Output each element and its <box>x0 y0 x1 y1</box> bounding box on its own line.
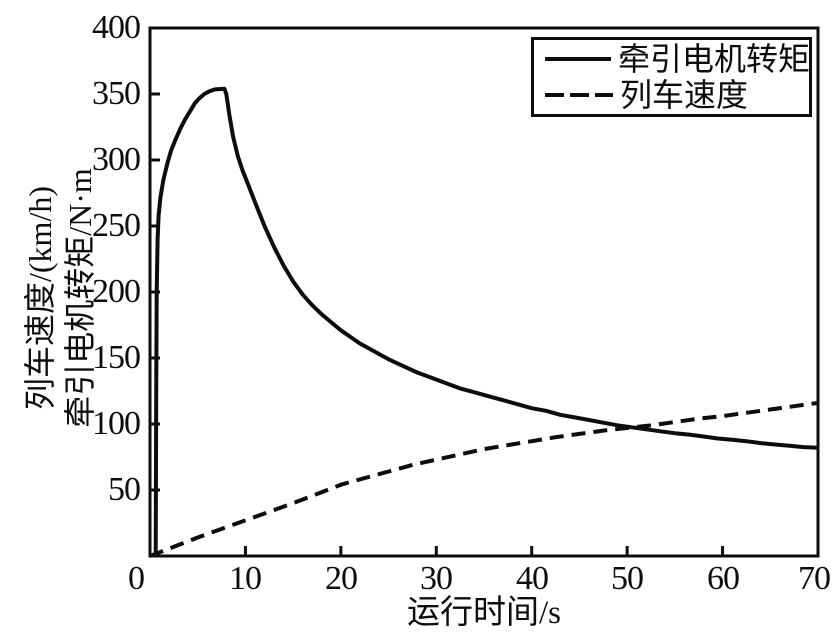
y-tick-label-250: 250 <box>92 207 141 244</box>
x-axis-label: 运行时间/s <box>406 595 561 631</box>
legend-solid-line-icon <box>545 56 611 61</box>
legend-label-speed: 列车速度 <box>620 77 749 114</box>
x-tick-label-30: 30 <box>420 560 453 597</box>
x-tick-label-40: 40 <box>516 560 549 597</box>
legend-entry-speed: 列车速度 <box>545 77 809 113</box>
y-tick-label-400: 400 <box>92 9 141 46</box>
x-tick-label-50: 50 <box>611 560 644 597</box>
y-tick-label-50: 50 <box>108 471 141 508</box>
x-tick-label-20: 20 <box>325 560 358 597</box>
y-tick-label-100: 100 <box>92 405 141 442</box>
legend: 牵引电机转矩 列车速度 <box>531 37 812 117</box>
x-tick-label-0: 0 <box>128 560 145 597</box>
x-tick-label-10: 10 <box>229 560 262 597</box>
y-tick-label-350: 350 <box>92 75 141 112</box>
legend-dashed-line-icon <box>545 93 613 98</box>
x-tick-label-60: 60 <box>707 560 740 597</box>
legend-entry-torque: 牵引电机转矩 <box>545 40 811 77</box>
legend-label-torque: 牵引电机转矩 <box>618 40 811 77</box>
y-tick-label-300: 300 <box>92 141 141 178</box>
y-tick-label-200: 200 <box>92 273 141 310</box>
y-tick-label-150: 150 <box>92 339 141 376</box>
x-tick-label-70: 70 <box>798 560 831 597</box>
